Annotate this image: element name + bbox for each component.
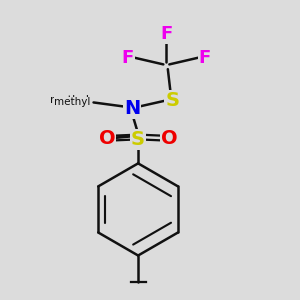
Text: O: O	[99, 129, 115, 148]
Text: N: N	[124, 99, 140, 118]
Text: F: F	[160, 25, 172, 43]
Text: S: S	[165, 91, 179, 110]
Text: S: S	[131, 130, 145, 149]
Text: methyl: methyl	[54, 98, 91, 107]
Text: F: F	[122, 49, 134, 67]
Text: F: F	[199, 49, 211, 67]
Text: O: O	[161, 129, 178, 148]
Text: methyl: methyl	[50, 95, 89, 105]
